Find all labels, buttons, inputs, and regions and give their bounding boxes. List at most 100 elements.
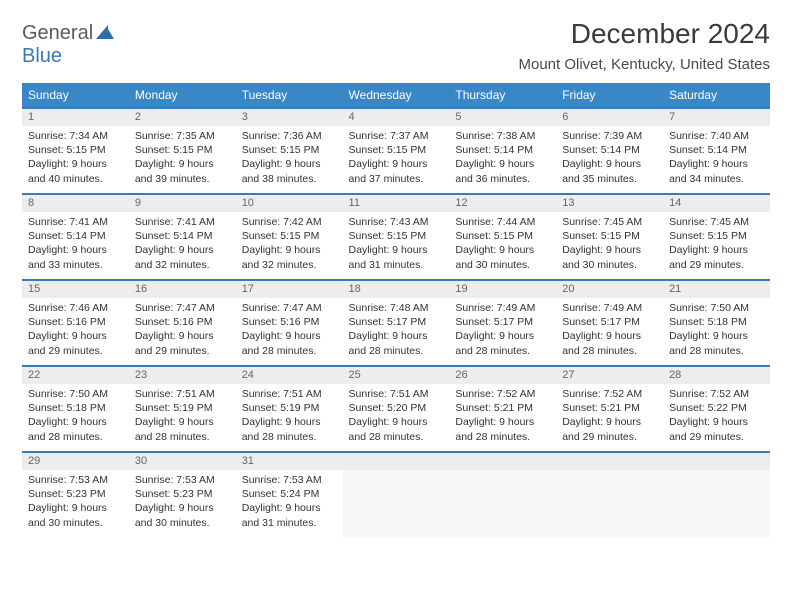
day-details: Sunrise: 7:53 AMSunset: 5:23 PMDaylight:… (22, 470, 129, 536)
calendar-day-cell: 20Sunrise: 7:49 AMSunset: 5:17 PMDayligh… (556, 280, 663, 366)
weekday-header: Monday (129, 83, 236, 108)
day-details: Sunrise: 7:45 AMSunset: 5:15 PMDaylight:… (663, 212, 770, 278)
day-number: 29 (22, 453, 129, 470)
day-number: 4 (343, 109, 450, 126)
day-details: Sunrise: 7:35 AMSunset: 5:15 PMDaylight:… (129, 126, 236, 192)
weekday-header: Wednesday (343, 83, 450, 108)
calendar-day-cell: 11Sunrise: 7:43 AMSunset: 5:15 PMDayligh… (343, 194, 450, 280)
calendar-day-cell: 15Sunrise: 7:46 AMSunset: 5:16 PMDayligh… (22, 280, 129, 366)
calendar-week-row: 8Sunrise: 7:41 AMSunset: 5:14 PMDaylight… (22, 194, 770, 280)
day-details: Sunrise: 7:53 AMSunset: 5:24 PMDaylight:… (236, 470, 343, 536)
day-details: Sunrise: 7:47 AMSunset: 5:16 PMDaylight:… (129, 298, 236, 364)
calendar-day-cell: 23Sunrise: 7:51 AMSunset: 5:19 PMDayligh… (129, 366, 236, 452)
calendar-empty-cell (343, 452, 450, 538)
day-details: Sunrise: 7:52 AMSunset: 5:21 PMDaylight:… (449, 384, 556, 450)
day-number: 15 (22, 281, 129, 298)
day-number: 5 (449, 109, 556, 126)
calendar-day-cell: 13Sunrise: 7:45 AMSunset: 5:15 PMDayligh… (556, 194, 663, 280)
day-details: Sunrise: 7:41 AMSunset: 5:14 PMDaylight:… (22, 212, 129, 278)
calendar-day-cell: 18Sunrise: 7:48 AMSunset: 5:17 PMDayligh… (343, 280, 450, 366)
calendar-day-cell: 4Sunrise: 7:37 AMSunset: 5:15 PMDaylight… (343, 108, 450, 194)
calendar-empty-cell (556, 452, 663, 538)
calendar-day-cell: 10Sunrise: 7:42 AMSunset: 5:15 PMDayligh… (236, 194, 343, 280)
calendar-day-cell: 6Sunrise: 7:39 AMSunset: 5:14 PMDaylight… (556, 108, 663, 194)
calendar-week-row: 22Sunrise: 7:50 AMSunset: 5:18 PMDayligh… (22, 366, 770, 452)
calendar-table: SundayMondayTuesdayWednesdayThursdayFrid… (22, 83, 770, 538)
logo-word-blue: Blue (22, 45, 62, 67)
day-number: 22 (22, 367, 129, 384)
calendar-day-cell: 28Sunrise: 7:52 AMSunset: 5:22 PMDayligh… (663, 366, 770, 452)
day-details: Sunrise: 7:51 AMSunset: 5:19 PMDaylight:… (236, 384, 343, 450)
location: Mount Olivet, Kentucky, United States (518, 56, 770, 73)
month-title: December 2024 (518, 18, 770, 50)
day-number: 2 (129, 109, 236, 126)
day-details: Sunrise: 7:51 AMSunset: 5:19 PMDaylight:… (129, 384, 236, 450)
day-details: Sunrise: 7:34 AMSunset: 5:15 PMDaylight:… (22, 126, 129, 192)
logo-word-general: General (22, 22, 93, 44)
day-number: 31 (236, 453, 343, 470)
weekday-header: Tuesday (236, 83, 343, 108)
weekday-header: Thursday (449, 83, 556, 108)
calendar-day-cell: 3Sunrise: 7:36 AMSunset: 5:15 PMDaylight… (236, 108, 343, 194)
day-number: 12 (449, 195, 556, 212)
day-number: 9 (129, 195, 236, 212)
day-number: 28 (663, 367, 770, 384)
day-number: 3 (236, 109, 343, 126)
weekday-header: Saturday (663, 83, 770, 108)
weekday-header: Sunday (22, 83, 129, 108)
day-number: 7 (663, 109, 770, 126)
calendar-day-cell: 9Sunrise: 7:41 AMSunset: 5:14 PMDaylight… (129, 194, 236, 280)
calendar-week-row: 15Sunrise: 7:46 AMSunset: 5:16 PMDayligh… (22, 280, 770, 366)
day-details: Sunrise: 7:52 AMSunset: 5:22 PMDaylight:… (663, 384, 770, 450)
calendar-day-cell: 27Sunrise: 7:52 AMSunset: 5:21 PMDayligh… (556, 366, 663, 452)
day-number: 14 (663, 195, 770, 212)
day-number: 26 (449, 367, 556, 384)
day-details: Sunrise: 7:37 AMSunset: 5:15 PMDaylight:… (343, 126, 450, 192)
calendar-day-cell: 26Sunrise: 7:52 AMSunset: 5:21 PMDayligh… (449, 366, 556, 452)
day-number: 25 (343, 367, 450, 384)
header: General Blue December 2024 Mount Olivet,… (22, 18, 770, 73)
day-number: 11 (343, 195, 450, 212)
day-number: 27 (556, 367, 663, 384)
calendar-day-cell: 16Sunrise: 7:47 AMSunset: 5:16 PMDayligh… (129, 280, 236, 366)
day-number: 17 (236, 281, 343, 298)
calendar-week-row: 29Sunrise: 7:53 AMSunset: 5:23 PMDayligh… (22, 452, 770, 538)
day-details: Sunrise: 7:48 AMSunset: 5:17 PMDaylight:… (343, 298, 450, 364)
day-details: Sunrise: 7:36 AMSunset: 5:15 PMDaylight:… (236, 126, 343, 192)
calendar-day-cell: 24Sunrise: 7:51 AMSunset: 5:19 PMDayligh… (236, 366, 343, 452)
day-number: 8 (22, 195, 129, 212)
day-details: Sunrise: 7:46 AMSunset: 5:16 PMDaylight:… (22, 298, 129, 364)
calendar-day-cell: 22Sunrise: 7:50 AMSunset: 5:18 PMDayligh… (22, 366, 129, 452)
day-details: Sunrise: 7:41 AMSunset: 5:14 PMDaylight:… (129, 212, 236, 278)
calendar-day-cell: 25Sunrise: 7:51 AMSunset: 5:20 PMDayligh… (343, 366, 450, 452)
day-number: 19 (449, 281, 556, 298)
day-details: Sunrise: 7:49 AMSunset: 5:17 PMDaylight:… (449, 298, 556, 364)
day-details: Sunrise: 7:50 AMSunset: 5:18 PMDaylight:… (22, 384, 129, 450)
day-details: Sunrise: 7:44 AMSunset: 5:15 PMDaylight:… (449, 212, 556, 278)
weekday-header: Friday (556, 83, 663, 108)
calendar-day-cell: 19Sunrise: 7:49 AMSunset: 5:17 PMDayligh… (449, 280, 556, 366)
day-number: 6 (556, 109, 663, 126)
title-block: December 2024 Mount Olivet, Kentucky, Un… (518, 18, 770, 73)
logo-text: General Blue (22, 22, 114, 68)
calendar-day-cell: 7Sunrise: 7:40 AMSunset: 5:14 PMDaylight… (663, 108, 770, 194)
calendar-day-cell: 12Sunrise: 7:44 AMSunset: 5:15 PMDayligh… (449, 194, 556, 280)
day-number: 10 (236, 195, 343, 212)
day-number: 24 (236, 367, 343, 384)
day-number: 21 (663, 281, 770, 298)
calendar-week-row: 1Sunrise: 7:34 AMSunset: 5:15 PMDaylight… (22, 108, 770, 194)
calendar-day-cell: 21Sunrise: 7:50 AMSunset: 5:18 PMDayligh… (663, 280, 770, 366)
day-details: Sunrise: 7:43 AMSunset: 5:15 PMDaylight:… (343, 212, 450, 278)
weekday-header-row: SundayMondayTuesdayWednesdayThursdayFrid… (22, 83, 770, 108)
day-details: Sunrise: 7:50 AMSunset: 5:18 PMDaylight:… (663, 298, 770, 364)
day-number: 18 (343, 281, 450, 298)
calendar-day-cell: 8Sunrise: 7:41 AMSunset: 5:14 PMDaylight… (22, 194, 129, 280)
day-number: 1 (22, 109, 129, 126)
day-number: 23 (129, 367, 236, 384)
day-details: Sunrise: 7:38 AMSunset: 5:14 PMDaylight:… (449, 126, 556, 192)
day-details: Sunrise: 7:47 AMSunset: 5:16 PMDaylight:… (236, 298, 343, 364)
calendar-day-cell: 30Sunrise: 7:53 AMSunset: 5:23 PMDayligh… (129, 452, 236, 538)
calendar-day-cell: 29Sunrise: 7:53 AMSunset: 5:23 PMDayligh… (22, 452, 129, 538)
calendar-day-cell: 14Sunrise: 7:45 AMSunset: 5:15 PMDayligh… (663, 194, 770, 280)
calendar-empty-cell (663, 452, 770, 538)
